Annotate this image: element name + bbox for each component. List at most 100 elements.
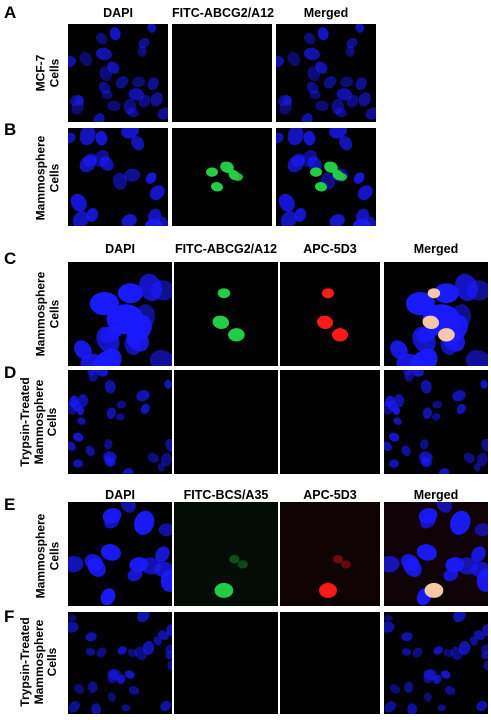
cell-nucleus [401,632,413,642]
cell-nucleus [166,624,172,637]
cell-nucleus [106,456,114,466]
cell-nucleus [384,555,400,573]
cell-nucleus [277,94,292,107]
cell-nucleus [134,510,155,535]
cell-nucleus [444,686,456,695]
cell-nucleus [106,407,117,420]
cell-nucleus [131,136,145,151]
cell-nucleus [401,445,411,457]
cell-nucleus [412,647,423,658]
header-merged-c: Merged [413,242,459,256]
image-c-fitc [174,262,278,366]
cell-nucleus [157,107,168,120]
cell-nucleus [77,417,86,425]
cell-nucleus [317,27,329,41]
cell-nucleus [147,24,156,33]
cell-nucleus [100,588,116,606]
cell-nucleus [123,168,141,182]
cell-nucleus [233,173,243,181]
cell-nucleus [80,353,108,366]
cell-nucleus [355,77,367,91]
cell-nucleus [68,555,84,573]
cell-nucleus [307,156,322,171]
header-merged: Merged [303,6,349,20]
cell-nucleus [107,692,116,702]
cell-nucleus [481,438,488,452]
cell-nucleus [95,370,108,377]
cell-nucleus [423,668,438,681]
cell-nucleus [71,100,84,115]
cell-nucleus [306,81,319,94]
cell-nucleus [102,507,122,524]
cell-nucleus [340,76,354,88]
cell-nucleus [303,47,320,61]
cell-nucleus [73,684,85,694]
cell-nucleus [107,61,120,74]
cell-nucleus [287,128,304,146]
cell-nucleus [160,700,172,712]
cell-nucleus [72,459,84,468]
cell-nucleus [384,701,396,713]
cell-nucleus [388,432,400,442]
cell-nucleus [214,582,234,598]
image-b-dapi [68,128,168,226]
cell-nucleus [136,390,150,402]
cell-nucleus [384,614,393,622]
cell-nucleus [165,644,172,654]
cell-nucleus [276,56,284,68]
row-label-c: Mammosphere Cells [33,271,62,357]
cell-nucleus [469,636,478,646]
cell-nucleus [229,555,240,564]
micrograph [206,161,243,192]
cell-nucleus [72,432,84,442]
cell-nucleus [93,113,105,122]
cell-nucleus [153,636,162,646]
panel-label-b: B [4,120,17,139]
micrograph [384,370,488,474]
cell-nucleus [138,37,150,49]
image-e-fitc [174,502,278,606]
cell-nucleus [140,403,150,415]
cell-nucleus [96,647,107,658]
header-dapi-c: DAPI [105,242,135,256]
micrograph [384,612,488,714]
cell-nucleus [68,132,76,144]
cell-nucleus [416,544,437,561]
cell-nucleus [329,128,348,139]
panel-label-c: C [4,249,17,268]
cell-nucleus [86,208,99,222]
image-f-fitc [174,612,278,714]
image-e-apc [280,502,380,606]
row-label-b: Mammosphere Cells [33,135,62,221]
micrograph [68,24,168,122]
cell-nucleus [68,401,78,415]
cell-nucleus [121,704,131,712]
cell-nucleus [160,569,172,592]
cell-nucleus [433,283,459,304]
image-c-dapi [68,262,172,366]
micrograph [68,370,172,474]
cell-nucleus [458,640,471,655]
cell-nucleus [101,90,113,100]
cell-nucleus [164,379,172,389]
cell-nucleus [346,37,358,49]
cell-nucleus [337,173,347,181]
cell-nucleus [333,555,343,564]
cell-nucleus [331,98,345,115]
micrograph [384,502,488,606]
cell-nucleus [422,315,440,330]
cell-nucleus [411,370,424,377]
cell-nucleus [309,90,321,100]
cell-nucleus [120,502,136,513]
cell-nucleus [137,45,147,57]
cell-nucleus [481,644,488,654]
image-a-fitc [172,24,272,122]
cell-nucleus [445,557,465,573]
cell-nucleus [121,128,140,139]
cell-nucleus [405,291,435,316]
cell-nucleus [237,560,248,569]
image-a-dapi [68,24,168,122]
cell-nucleus [323,76,337,89]
micrograph [317,288,348,342]
cell-nucleus [433,646,443,655]
